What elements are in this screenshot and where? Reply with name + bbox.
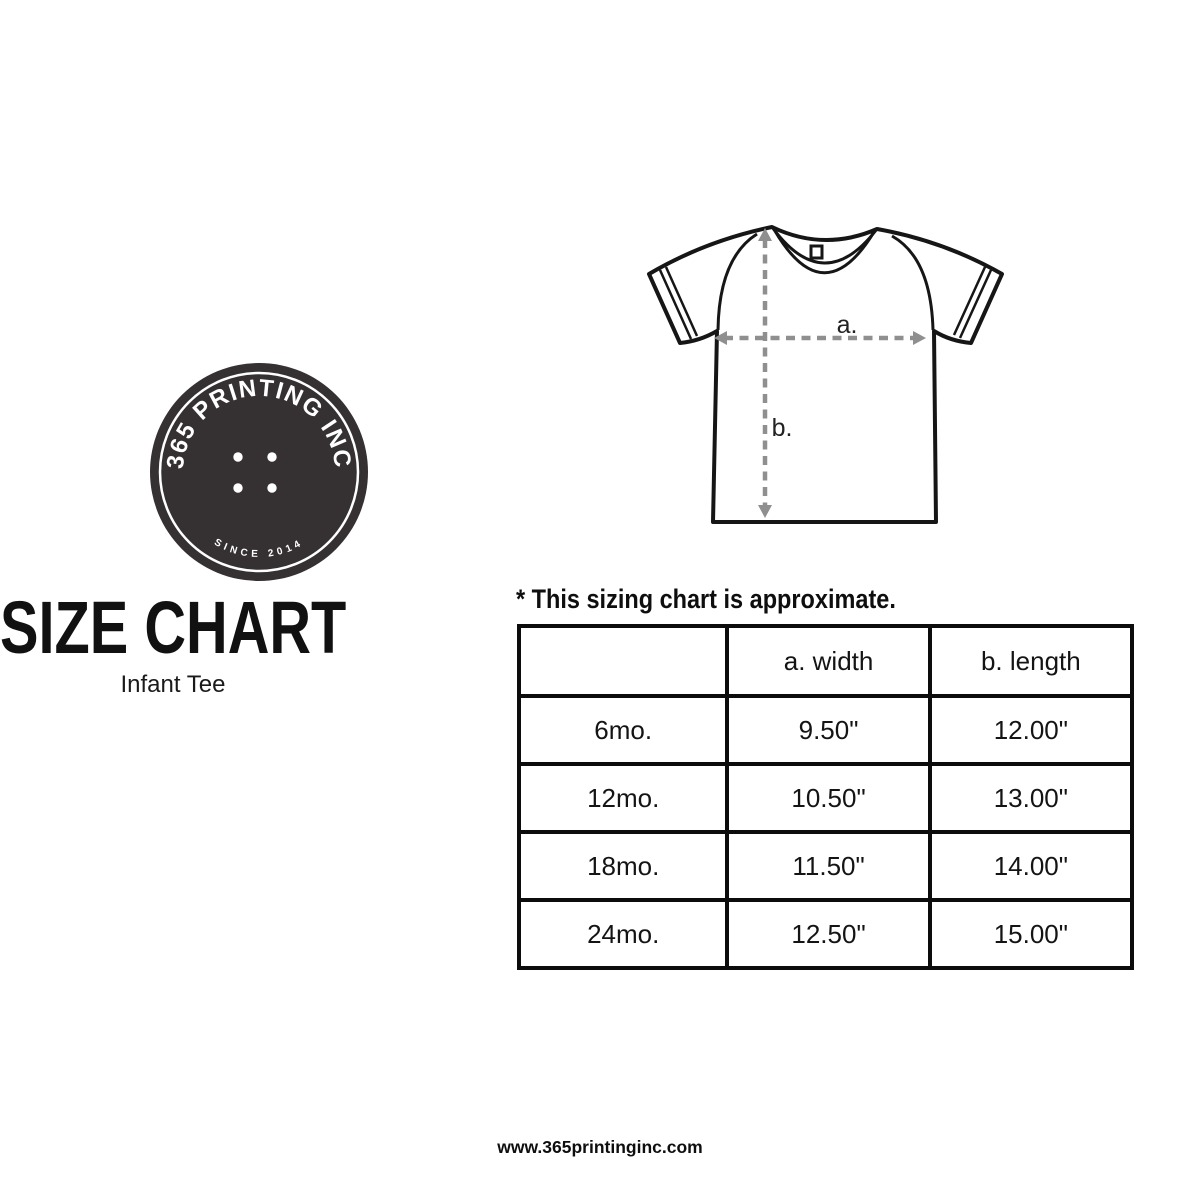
tshirt-outline: [647, 225, 1004, 524]
width-cell: 11.50": [725, 830, 932, 902]
table-header-empty: [516, 624, 730, 698]
approximation-note: * This sizing chart is approximate.: [516, 584, 896, 614]
table-row: 18mo. 11.50" 14.00": [516, 830, 1135, 902]
brand-logo: 365 PRINTING INC SINCE 2014: [150, 363, 368, 581]
width-cell: 12.50": [725, 898, 932, 970]
arrowhead-left-icon: [714, 331, 727, 345]
size-cell: 24mo.: [516, 898, 730, 970]
arrowheads: [714, 228, 926, 518]
arrowhead-right-icon: [913, 331, 926, 345]
armhole-seam-right: [891, 234, 935, 331]
size-table: a. width b. length 6mo. 9.50" 12.00" 12m…: [516, 624, 1135, 970]
arrowhead-down-icon: [758, 505, 772, 518]
cuff-stripes-left: [658, 266, 699, 340]
length-cell: 15.00": [927, 898, 1135, 970]
table-row: 24mo. 12.50" 15.00": [516, 898, 1135, 970]
button-holes-icon: [233, 452, 277, 493]
table-header-width: a. width: [725, 624, 932, 698]
width-cell: 9.50": [725, 694, 932, 766]
table-header-length: b. length: [927, 624, 1135, 698]
size-cell: 6mo.: [516, 694, 730, 766]
product-subtitle: Infant Tee: [120, 671, 226, 698]
width-label: a.: [837, 311, 858, 339]
page-title: SIZE CHART: [0, 586, 347, 669]
size-cell: 18mo.: [516, 830, 730, 902]
table-row: 6mo. 9.50" 12.00": [516, 694, 1135, 766]
length-cell: 12.00": [927, 694, 1135, 766]
measure-lines: [724, 239, 916, 507]
arrowhead-up-icon: [758, 228, 772, 241]
website-url: www.365printinginc.com: [497, 1137, 703, 1157]
logo-circle: [150, 363, 368, 581]
length-cell: 14.00": [927, 830, 1135, 902]
armhole-seam-left: [716, 232, 758, 331]
table-row: 12mo. 10.50" 13.00": [516, 762, 1135, 834]
collar-band: [770, 226, 879, 275]
tshirt-measurement-diagram: a. b.: [647, 225, 1004, 524]
neck-tag: [809, 244, 824, 260]
cuff-stripes-right: [952, 266, 993, 339]
width-cell: 10.50": [725, 762, 932, 834]
table-header-row: a. width b. length: [516, 624, 1135, 698]
length-label: b.: [772, 414, 793, 442]
size-cell: 12mo.: [516, 762, 730, 834]
logo-ring: [158, 371, 360, 573]
length-cell: 13.00": [927, 762, 1135, 834]
